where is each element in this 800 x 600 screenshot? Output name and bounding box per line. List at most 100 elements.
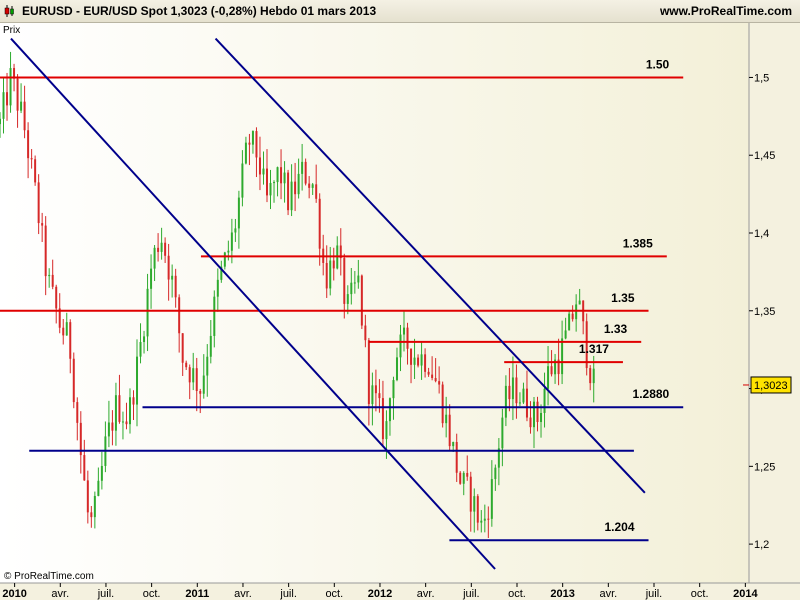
candle-body — [367, 340, 370, 405]
candle-body — [417, 357, 420, 366]
chart-header: EURUSD - EUR/USD Spot 1,3023 (-0,28%) He… — [0, 0, 800, 23]
candle-body — [139, 342, 142, 357]
candle-body — [287, 172, 290, 211]
candle-body — [561, 338, 564, 375]
candle-body — [251, 131, 254, 145]
candle-body — [589, 368, 592, 384]
plot-area — [0, 23, 749, 583]
candle-body — [592, 368, 595, 384]
x-tick-label: juil. — [645, 588, 663, 600]
candle-body — [223, 252, 226, 267]
candle-body — [350, 282, 353, 295]
candle-body — [118, 395, 121, 422]
candle-body — [568, 313, 571, 331]
candle-body — [445, 414, 448, 424]
candle-body — [125, 421, 128, 425]
candle-body — [371, 385, 374, 405]
candle-body — [504, 385, 507, 418]
candle-body — [146, 288, 149, 337]
candle-body — [297, 173, 300, 195]
candle-body — [476, 496, 479, 523]
x-tick-label: oct. — [691, 588, 709, 600]
candle-body — [132, 397, 135, 405]
candle-body — [525, 388, 528, 418]
x-tick-label: 2011 — [185, 588, 209, 600]
candle-body — [364, 325, 367, 341]
candle-body — [276, 167, 279, 183]
candle-body — [522, 388, 525, 403]
candle-body — [2, 92, 5, 119]
candle-body — [325, 262, 328, 289]
candle-body — [181, 333, 184, 363]
resistance-line-label: 1.50 — [646, 57, 670, 71]
candle-body — [171, 275, 174, 280]
candle-body — [304, 161, 307, 184]
candle-body — [143, 336, 146, 343]
candle-body — [441, 384, 444, 424]
resistance-line-label: 1.317 — [579, 342, 609, 356]
candle-body — [51, 274, 54, 287]
candle-body — [571, 313, 574, 320]
candle-body — [318, 198, 321, 249]
candle-body — [452, 442, 455, 447]
candle-body — [164, 242, 167, 256]
candle-body — [16, 78, 19, 111]
candle-body — [399, 334, 402, 358]
candle-body — [262, 168, 265, 175]
candle-body — [434, 378, 437, 382]
candle-body — [34, 159, 37, 183]
candle-body — [128, 397, 131, 425]
candle-body — [100, 465, 103, 481]
candle-body — [343, 258, 346, 304]
time-axis-ticks: 2010 avr. juil. oct. 2011 avr. juil. oct. 2012 av… — [2, 583, 758, 600]
candle-body — [547, 366, 550, 389]
candle-body — [378, 393, 381, 399]
candle-body — [114, 395, 117, 431]
candle-body — [448, 414, 451, 447]
x-tick-label: avr. — [417, 588, 435, 600]
candle-body — [290, 181, 293, 211]
candle-body — [374, 385, 377, 394]
x-tick-label: avr. — [51, 588, 69, 600]
candle-body — [79, 422, 82, 456]
candle-body — [97, 480, 100, 496]
last-price-label: 1,3023 — [754, 380, 788, 392]
candle-body — [188, 367, 191, 383]
y-tick-label: 1,2 — [754, 539, 769, 551]
last-price-box — [750, 376, 792, 394]
candle-body — [578, 300, 581, 305]
x-tick-label: 2010 — [2, 588, 26, 600]
x-tick-label: 2013 — [550, 588, 574, 600]
x-tick-label: juil. — [97, 588, 115, 600]
resistance-line-label: 1.33 — [604, 322, 628, 336]
candle-body — [388, 398, 391, 422]
candle-body — [301, 161, 304, 174]
candle-body — [311, 184, 314, 188]
candle-body — [550, 366, 553, 375]
trend-line[interactable] — [214, 37, 646, 494]
candle-body — [192, 368, 195, 383]
x-tick-label: avr. — [234, 588, 252, 600]
candle-body — [157, 247, 160, 252]
site-link[interactable]: www.ProRealTime.com — [659, 4, 792, 18]
candle-body — [511, 377, 514, 400]
candle-body — [515, 377, 518, 404]
trend-line[interactable] — [10, 37, 496, 570]
candle-body — [27, 130, 30, 159]
candle-body — [9, 68, 12, 106]
candle-body — [543, 388, 546, 413]
candle-body — [111, 422, 114, 431]
candle-body — [30, 158, 33, 160]
candle-body — [174, 275, 177, 298]
candle-body — [480, 520, 483, 523]
candle-body — [90, 512, 93, 518]
candle-body — [150, 268, 153, 289]
candle-body — [72, 358, 75, 403]
candle-body — [473, 496, 476, 512]
candle-body — [392, 380, 395, 399]
candle-body — [76, 402, 79, 423]
candle-body — [273, 182, 276, 184]
candle-body — [529, 417, 532, 428]
